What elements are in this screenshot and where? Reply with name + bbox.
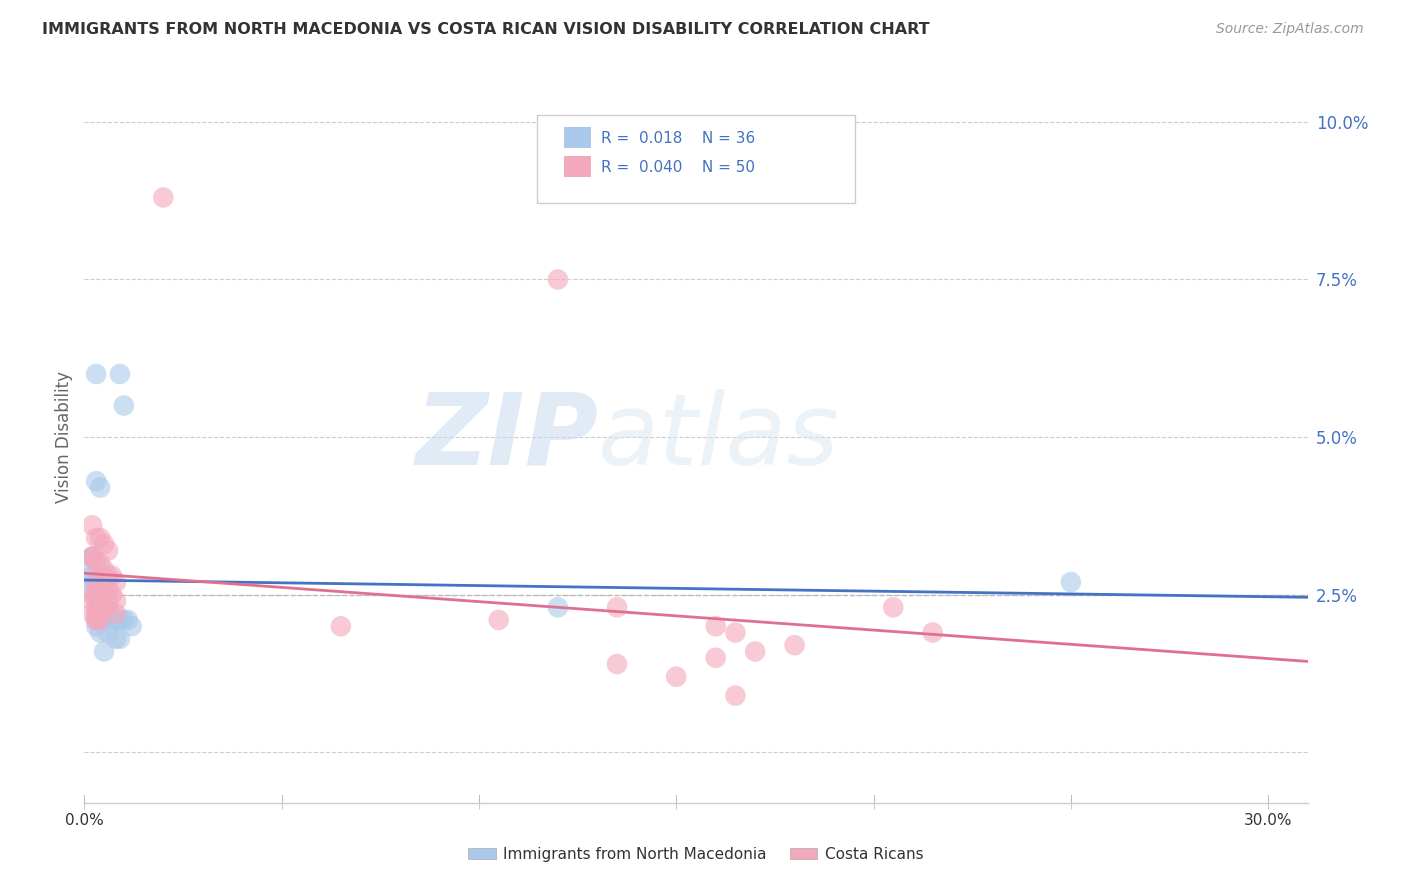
FancyBboxPatch shape: [537, 115, 855, 203]
Text: ZIP: ZIP: [415, 389, 598, 485]
Point: [89, 625, 111, 640]
Point: [104, 607, 127, 621]
Point: [112, 399, 135, 413]
Point: [97, 594, 120, 608]
Text: R =  0.018    N = 36: R = 0.018 N = 36: [600, 131, 755, 146]
Point: [84, 613, 107, 627]
Point: [606, 657, 628, 671]
Point: [82, 575, 104, 590]
Y-axis label: Vision Disability: Vision Disability: [55, 371, 73, 503]
Point: [89, 531, 111, 545]
Point: [101, 569, 124, 583]
Point: [84, 588, 107, 602]
Point: [84, 531, 107, 545]
Point: [1060, 575, 1083, 590]
Point: [724, 689, 747, 703]
Point: [82, 518, 104, 533]
Point: [84, 575, 107, 590]
Point: [82, 594, 104, 608]
Point: [97, 607, 120, 621]
Point: [488, 613, 510, 627]
Point: [82, 607, 104, 621]
Point: [84, 367, 107, 381]
Point: [84, 588, 107, 602]
Point: [82, 562, 104, 576]
Point: [606, 600, 628, 615]
Point: [82, 549, 104, 564]
Point: [97, 607, 120, 621]
Point: [93, 607, 115, 621]
Point: [84, 607, 107, 621]
Text: atlas: atlas: [598, 389, 839, 485]
Point: [93, 537, 115, 551]
Point: [97, 600, 120, 615]
Point: [704, 619, 727, 633]
Point: [104, 575, 127, 590]
Point: [112, 613, 135, 627]
Point: [84, 600, 107, 615]
Point: [84, 613, 107, 627]
Point: [89, 594, 111, 608]
Point: [97, 569, 120, 583]
Point: [89, 613, 111, 627]
Point: [108, 367, 131, 381]
Legend: Immigrants from North Macedonia, Costa Ricans: Immigrants from North Macedonia, Costa R…: [463, 841, 929, 868]
FancyBboxPatch shape: [564, 156, 591, 178]
Point: [93, 562, 115, 576]
Point: [121, 619, 143, 633]
Point: [82, 569, 104, 583]
Point: [882, 600, 904, 615]
Point: [84, 474, 107, 488]
Point: [82, 549, 104, 564]
Point: [704, 650, 727, 665]
Point: [117, 613, 139, 627]
Point: [89, 600, 111, 615]
Point: [84, 575, 107, 590]
Point: [665, 670, 688, 684]
Point: [93, 600, 115, 615]
Point: [84, 619, 107, 633]
Point: [89, 594, 111, 608]
Point: [921, 625, 943, 640]
Point: [89, 588, 111, 602]
Point: [84, 556, 107, 570]
Point: [93, 600, 115, 615]
Point: [104, 613, 127, 627]
Text: Source: ZipAtlas.com: Source: ZipAtlas.com: [1216, 22, 1364, 37]
FancyBboxPatch shape: [564, 128, 591, 148]
Point: [89, 575, 111, 590]
Point: [89, 481, 111, 495]
Point: [547, 600, 569, 615]
Point: [101, 588, 124, 602]
Point: [329, 619, 352, 633]
Point: [104, 594, 127, 608]
Point: [82, 549, 104, 564]
Point: [84, 588, 107, 602]
Point: [89, 556, 111, 570]
Point: [93, 644, 115, 658]
Point: [93, 582, 115, 596]
Point: [97, 582, 120, 596]
Point: [97, 625, 120, 640]
Point: [82, 582, 104, 596]
Point: [93, 600, 115, 615]
Point: [89, 588, 111, 602]
Point: [783, 638, 806, 652]
Point: [101, 613, 124, 627]
Point: [93, 594, 115, 608]
Point: [152, 190, 174, 204]
Text: R =  0.040    N = 50: R = 0.040 N = 50: [600, 161, 755, 176]
Point: [744, 644, 766, 658]
Point: [108, 632, 131, 646]
Point: [82, 549, 104, 564]
Point: [547, 272, 569, 286]
Point: [104, 632, 127, 646]
Point: [724, 625, 747, 640]
Point: [82, 588, 104, 602]
Point: [108, 613, 131, 627]
Point: [97, 543, 120, 558]
Text: IMMIGRANTS FROM NORTH MACEDONIA VS COSTA RICAN VISION DISABILITY CORRELATION CHA: IMMIGRANTS FROM NORTH MACEDONIA VS COSTA…: [42, 22, 929, 37]
